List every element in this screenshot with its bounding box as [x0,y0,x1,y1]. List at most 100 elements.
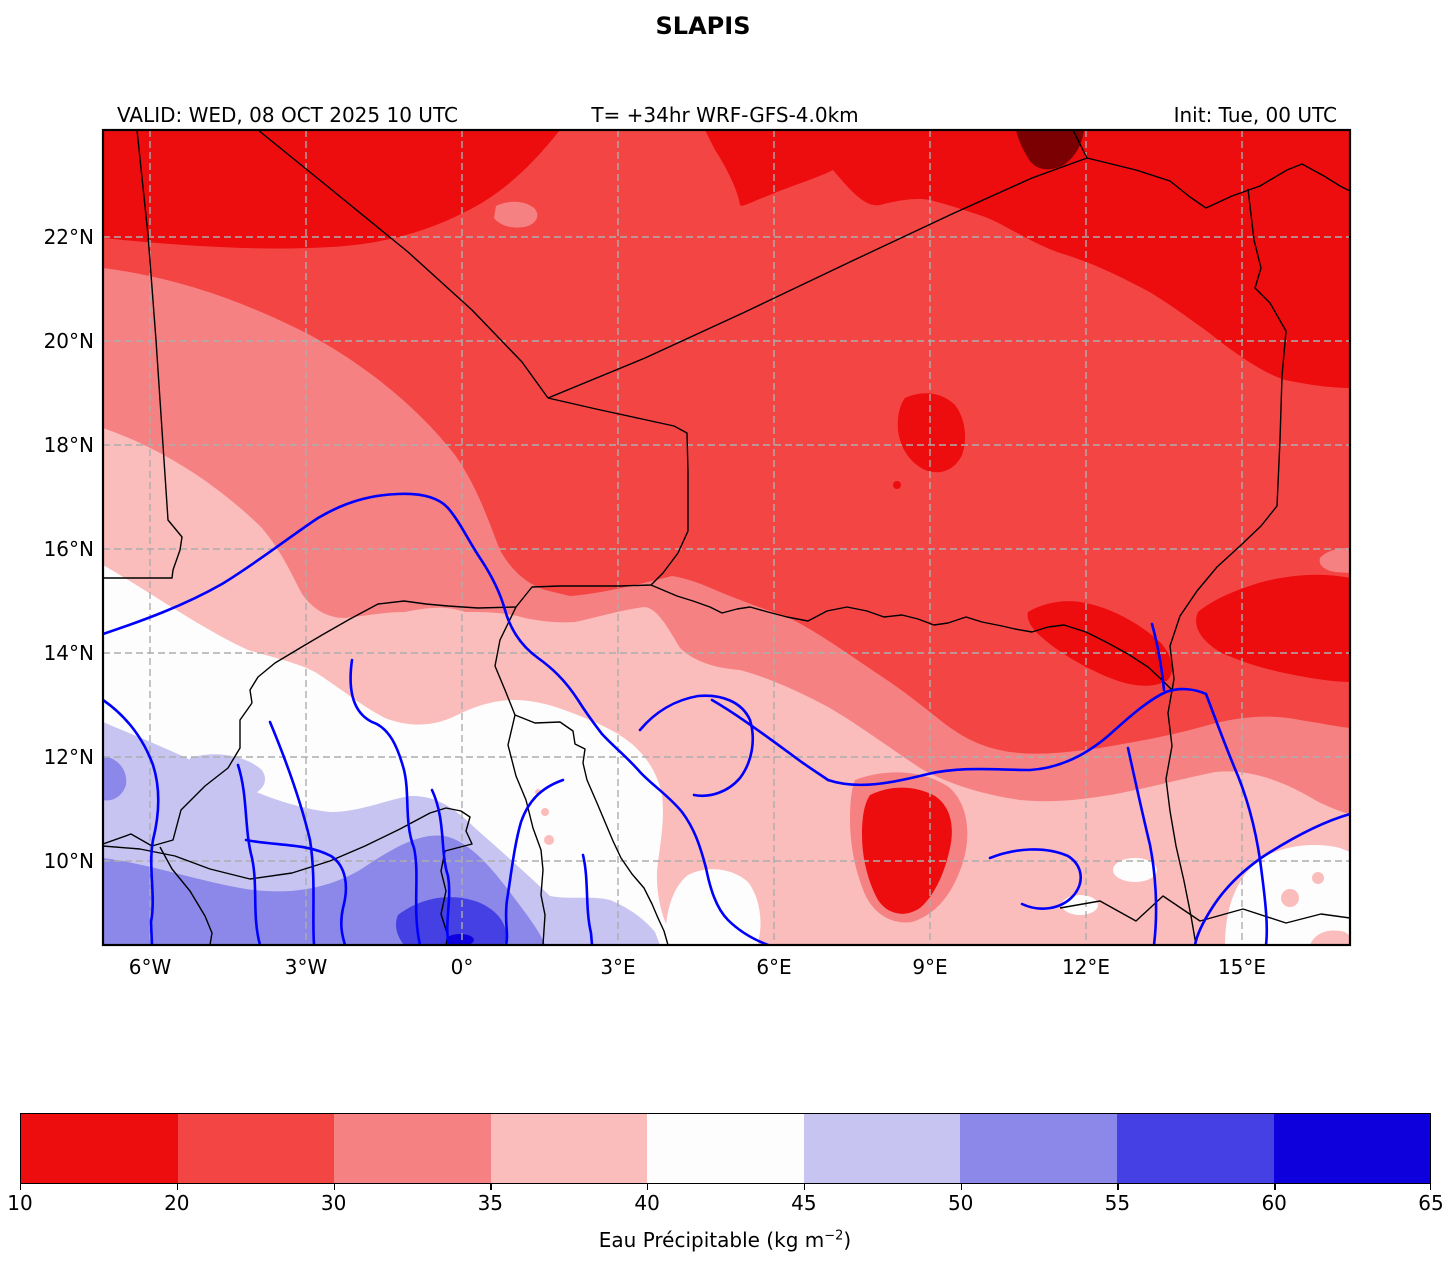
river-line [236,763,262,945]
band-50-55-patch [103,756,127,801]
river-line [1193,812,1350,945]
lon-tick-label: 12°E [1061,955,1111,979]
river-line [638,694,754,798]
colorbar-tick [1429,1184,1431,1190]
lon-tick-label: 3°W [284,955,328,979]
band-below-10-patch [1016,130,1084,170]
band-10-20-patch [1027,601,1173,686]
colorbar-tick [803,1184,806,1190]
colorbar-tick [960,1184,963,1190]
colorbar-tick-label: 50 [947,1191,974,1215]
band-10-20-air-massif [897,393,966,473]
lon-tick-label: 0° [450,955,474,979]
border-line [1165,188,1287,945]
border-line [249,397,689,704]
river-line [826,687,1208,787]
lat-tick-label: 12°N [43,745,94,769]
river-line [349,658,422,945]
river-line [710,698,830,782]
lon-tick-label: 6°E [756,955,792,979]
colorbar-segment [21,1114,178,1183]
border-line [1086,157,1350,209]
colorbar-tick [490,1184,492,1190]
river-line [244,838,348,945]
river-line [268,720,316,945]
colorbar-caption-close: ) [843,1228,852,1252]
border-line [1059,895,1350,924]
lon-tick-label: 6°W [128,955,172,979]
band-10-20-speck [893,481,901,489]
band-35-40-speck [1312,872,1324,884]
river-line [1204,692,1269,945]
colorbar-tick [647,1184,649,1190]
colorbar-tick-label: 40 [634,1191,660,1215]
band-35-40-patch [1310,930,1350,945]
band-10-20-northeast-mass [705,130,1350,388]
band-10-20-east-belt [1196,574,1350,682]
band-35-40-speck [1281,889,1299,907]
border-line [547,157,1088,399]
border-line [514,714,669,945]
precipitable-water-map [101,128,1352,947]
colorbar-segment [334,1114,491,1183]
colorbar-tick-label: 35 [477,1191,504,1215]
river-line [103,492,770,945]
colorbar-caption: Eau Précipitable (kg m−2) [425,1228,1025,1252]
border-line [650,584,1173,691]
river-line [1126,746,1158,945]
colorbar-tick [20,1184,22,1190]
lat-tick-label: 14°N [43,641,94,665]
colorbar-segment [1273,1114,1431,1183]
colorbar-tick-label: 65 [1418,1191,1444,1215]
contour-bands [103,130,1350,945]
border-line [257,130,549,399]
band-55-60-region [396,897,507,945]
page-title: SLAPIS [655,12,751,40]
colorbar-segment [1116,1114,1274,1183]
lat-tick-label: 20°N [43,329,94,353]
init-time-label: Init: Tue, 00 UTC [1173,103,1337,127]
colorbar-tick-label: 20 [164,1191,190,1215]
valid-time-label: VALID: WED, 08 OCT 2025 10 UTC [117,103,458,127]
river-line [581,853,594,945]
lon-tick-label: 3°E [600,955,636,979]
border-line [494,606,546,945]
rivers [103,492,1350,945]
colorbar [20,1113,1431,1184]
river-line [1150,622,1166,692]
river-line [430,788,451,945]
band-30-35-island [494,201,538,228]
colorbar-tick-label: 55 [1104,1191,1131,1215]
lon-tick-label: 9°E [912,955,948,979]
map-canvas [95,122,1358,953]
colorbar-caption-exponent: −2 [824,1228,844,1244]
colorbar-tick [333,1184,335,1190]
colorbar-tick [1117,1184,1119,1190]
lat-tick-label: 22°N [43,225,94,249]
colorbar-tick [176,1184,179,1190]
band-40-45-patch [1113,858,1157,882]
band-30-35-island [1319,548,1350,573]
border-line [103,702,253,847]
river-line [504,778,565,945]
colorbar-segment [177,1114,335,1183]
band-45-50-patch [188,754,266,799]
river-line [988,848,1082,910]
colorbar-tick [1274,1184,1276,1190]
map-frame [101,128,1352,947]
lon-tick-label: 15°E [1217,955,1267,979]
border-line [103,807,473,945]
colorbar-segment [490,1114,648,1183]
country-borders [103,130,1350,945]
colorbar-segment [647,1114,804,1183]
model-forecast-label: T= +34hr WRF-GFS-4.0km [591,103,859,127]
colorbar-tick-label: 10 [7,1191,33,1215]
colorbar-segment [960,1114,1117,1183]
band-35-40-speck [541,808,549,816]
colorbar-caption-text: Eau Précipitable (kg m [598,1228,825,1252]
lat-tick-label: 16°N [43,537,94,561]
colorbar-tick-label: 45 [791,1191,817,1215]
colorbar-tick-label: 60 [1261,1191,1287,1215]
colorbar-tick-label: 30 [320,1191,347,1215]
border-line [159,846,213,945]
